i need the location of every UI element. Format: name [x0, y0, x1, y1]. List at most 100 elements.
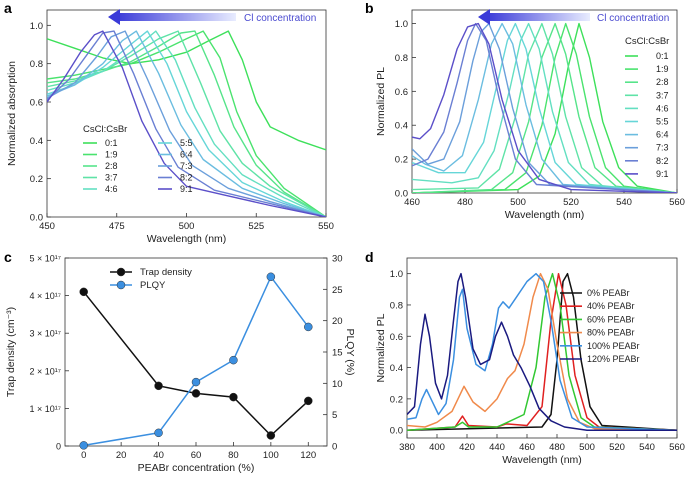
y-tick-label-right: 10: [332, 379, 343, 390]
y-tick-label: 0.4: [390, 363, 403, 374]
data-point: [229, 355, 238, 365]
x-tick-label: 500: [179, 221, 195, 232]
panel-letter: c: [4, 249, 12, 265]
legend-label: 1:9: [105, 150, 118, 160]
data-point: [266, 431, 276, 440]
y-tick-label: 0: [56, 442, 61, 452]
legend-marker: [116, 280, 126, 290]
y-tick-label: 0.8: [390, 300, 403, 311]
x-tick-label: 480: [549, 442, 565, 453]
x-tick-label: 525: [248, 221, 264, 232]
legend-label: 60% PEABr: [587, 314, 635, 324]
arrow-head: [108, 9, 120, 25]
y-tick-label-right: 0: [332, 442, 337, 453]
legend-label: 8:2: [656, 156, 669, 166]
panel-letter: d: [365, 249, 374, 265]
y-tick-label: 0.2: [30, 174, 43, 185]
y-tick-label: 0.2: [390, 394, 403, 405]
x-tick-label: 40: [153, 450, 164, 461]
arrow-head: [478, 9, 490, 25]
data-point: [154, 381, 163, 391]
panel-b: b 460 480 500 520 540 560 0.0 0.2 0.4 0.6 0.8 1.0 Wav…: [365, 0, 685, 221]
plot-frame: [406, 257, 678, 439]
y-tick-label-right: 15: [332, 348, 343, 359]
legend-title: CsCl:CsBr: [83, 124, 127, 135]
x-tick-label: 460: [404, 197, 420, 208]
x-axis-label: Wavelength (nm): [505, 209, 585, 221]
y-tick-label: 0.2: [395, 155, 408, 166]
series-line-80-PEABr: [407, 272, 677, 431]
y-tick-label: 4 × 10¹⁷: [29, 291, 61, 301]
x-axis-label: Wavelength (nm): [502, 454, 582, 466]
x-tick-label: 500: [579, 442, 595, 453]
series-line-7-3: [47, 30, 326, 217]
series-line-40-PEABr: [407, 272, 677, 431]
legend-label: 80% PEABr: [587, 328, 635, 338]
x-tick-label: 560: [669, 442, 685, 453]
x-tick-label: 440: [489, 442, 505, 453]
x-tick-label: 400: [429, 442, 445, 453]
legend-label: 3:7: [656, 90, 669, 100]
x-tick-label: 450: [39, 221, 55, 232]
data-point: [154, 428, 163, 438]
y-tick-label-right: 25: [332, 285, 343, 296]
series-line-1-9: [412, 22, 677, 193]
x-tick-label: 520: [609, 442, 625, 453]
x-tick-label: 60: [191, 450, 202, 461]
legend-label: 9:1: [656, 169, 669, 179]
x-axis-label: Wavelength (nm): [147, 233, 227, 245]
series-line-3-7: [412, 22, 677, 193]
plot-frame: [64, 257, 328, 447]
data-point: [304, 322, 313, 332]
legend-title: CsCl:CsBr: [625, 36, 669, 47]
series-line-8-2: [47, 30, 326, 217]
y-axis-label-right: PLQY (%): [344, 328, 356, 375]
x-tick-label: 460: [519, 442, 535, 453]
x-tick-label: 20: [116, 450, 127, 461]
series-line-9-1: [47, 30, 326, 217]
series-line-60-PEABr: [407, 272, 677, 431]
arrow-shaft: [116, 13, 236, 21]
x-tick-label: 80: [228, 450, 239, 461]
data-point: [191, 389, 201, 398]
y-tick-label: 1.0: [30, 21, 43, 32]
series-line-9-1: [412, 22, 677, 193]
series-line-6-4: [412, 22, 677, 193]
y-axis-label: Trap density (cm⁻³): [5, 307, 17, 397]
y-axis-label: Normalized PL: [375, 313, 387, 382]
legend-label: 40% PEABr: [587, 301, 635, 311]
y-tick-label-right: 20: [332, 316, 343, 327]
legend-label: 0% PEABr: [587, 288, 630, 298]
panel-d: d 380 400 420 440 460 480 500 520 540 560 0.0 0.2 0.4…: [365, 249, 685, 466]
y-tick-label: 0.8: [395, 53, 408, 64]
x-tick-label: 520: [563, 197, 579, 208]
legend-label: 0:1: [105, 138, 118, 148]
data-point: [229, 392, 238, 402]
legend-label: Trap density: [140, 267, 192, 278]
panel-letter: b: [365, 0, 374, 16]
legend-label: PLQY: [140, 280, 166, 291]
arrow-label: Cl concentration: [244, 13, 316, 24]
x-tick-label: 550: [318, 221, 334, 232]
data-point: [79, 287, 88, 297]
series-line-4-6: [47, 30, 326, 217]
x-tick-label: 100: [263, 450, 279, 461]
x-tick-label: 420: [459, 442, 475, 453]
legend-label: 0:1: [656, 51, 669, 61]
y-tick-label: 1.0: [390, 269, 403, 280]
series-line-120-PEABr: [407, 272, 677, 431]
y-tick-label: 0.0: [390, 426, 403, 437]
y-tick-label-right: 30: [332, 254, 343, 265]
legend-label: 9:1: [180, 184, 193, 194]
legend-label: 1:9: [656, 64, 669, 74]
y-tick-label: 2 × 10¹⁷: [29, 366, 61, 376]
legend-label: 6:4: [656, 130, 669, 140]
panel-letter: a: [4, 0, 12, 16]
y-tick-label: 1 × 10¹⁷: [29, 404, 61, 414]
data-point: [266, 272, 276, 282]
x-tick-label: 120: [300, 450, 316, 461]
y-axis-label: Normalized PL: [375, 67, 387, 136]
y-tick-label: 0.6: [30, 98, 43, 109]
x-tick-label: 0: [81, 450, 86, 461]
